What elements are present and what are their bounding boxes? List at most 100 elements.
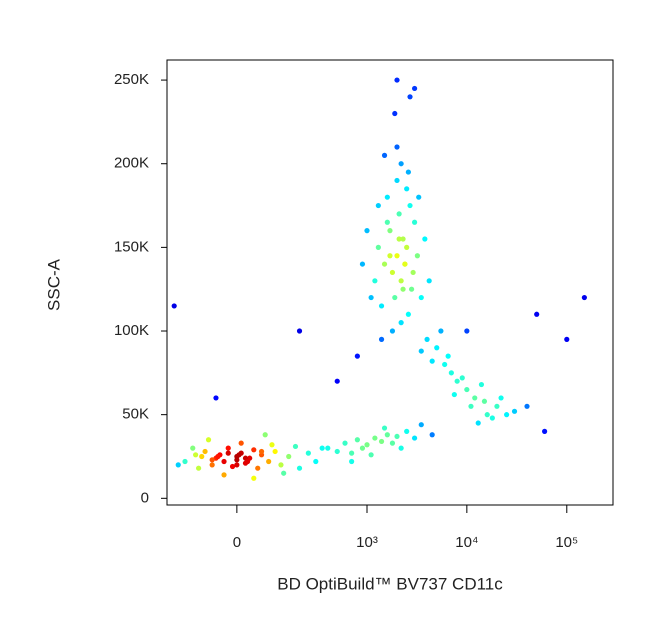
event-dot bbox=[266, 458, 272, 465]
event-dot bbox=[381, 261, 388, 267]
event-dot bbox=[378, 438, 385, 445]
event-dot bbox=[394, 433, 400, 440]
event-dot bbox=[251, 447, 257, 453]
event-dot bbox=[225, 450, 231, 456]
event-dot bbox=[262, 432, 268, 438]
event-dot bbox=[296, 465, 303, 471]
event-dot bbox=[475, 420, 481, 426]
event-dot bbox=[394, 253, 400, 259]
event-dot bbox=[498, 395, 504, 401]
event-dot bbox=[359, 261, 366, 267]
event-dot bbox=[375, 202, 381, 209]
event-dot bbox=[354, 437, 360, 443]
event-dot bbox=[171, 303, 177, 309]
event-dot bbox=[196, 465, 202, 471]
event-dot bbox=[372, 278, 378, 284]
event-dot bbox=[251, 475, 257, 481]
event-dot bbox=[464, 328, 470, 334]
event-dot bbox=[389, 328, 396, 334]
event-dot bbox=[292, 443, 299, 450]
event-dot bbox=[368, 452, 374, 458]
y-tick-label: 100K bbox=[114, 322, 149, 339]
event-dot bbox=[364, 442, 370, 448]
event-dot bbox=[368, 294, 374, 301]
event-dot bbox=[215, 453, 221, 460]
event-dot bbox=[478, 381, 485, 388]
event-dot bbox=[438, 328, 444, 334]
x-tick-label: 10⁴ bbox=[455, 534, 478, 551]
event-dot bbox=[372, 435, 378, 441]
event-dot bbox=[334, 448, 340, 455]
event-dot bbox=[364, 228, 370, 234]
event-dot bbox=[378, 303, 385, 309]
event-dot bbox=[319, 445, 325, 451]
event-dot bbox=[484, 412, 490, 418]
event-dot bbox=[272, 448, 278, 455]
event-dot bbox=[429, 358, 435, 364]
event-dot bbox=[414, 253, 420, 259]
event-dot bbox=[404, 244, 410, 250]
event-dot bbox=[411, 435, 418, 441]
event-dot bbox=[190, 445, 196, 451]
event-dot bbox=[221, 472, 227, 478]
event-dot bbox=[422, 236, 428, 242]
event-dot bbox=[504, 412, 510, 418]
event-dot bbox=[209, 457, 215, 463]
event-dot bbox=[481, 398, 488, 404]
event-dot bbox=[448, 370, 454, 376]
event-dot bbox=[494, 403, 500, 409]
event-dot bbox=[424, 336, 430, 342]
event-dot bbox=[381, 425, 388, 431]
y-tick-label: 200K bbox=[114, 155, 149, 172]
event-dot bbox=[434, 345, 440, 351]
event-dot bbox=[405, 311, 411, 317]
event-dot bbox=[193, 452, 199, 458]
event-dot bbox=[400, 236, 406, 242]
event-dot bbox=[394, 144, 400, 150]
x-axis-title: BD OptiBuild™ BV737 CD11c bbox=[277, 574, 503, 593]
event-dot bbox=[349, 450, 355, 456]
event-dot bbox=[334, 378, 340, 384]
event-dot bbox=[238, 440, 244, 446]
event-dot bbox=[451, 391, 457, 398]
event-dot bbox=[305, 450, 311, 456]
event-dot bbox=[236, 452, 242, 458]
event-dot bbox=[396, 211, 402, 217]
event-dot bbox=[445, 353, 451, 359]
event-dot bbox=[213, 395, 219, 401]
event-dot bbox=[258, 448, 265, 455]
y-tick-label: 150K bbox=[114, 238, 149, 255]
event-dot bbox=[202, 448, 208, 455]
event-dot bbox=[384, 432, 390, 438]
event-dot bbox=[349, 458, 355, 465]
x-tick-label: 0 bbox=[233, 534, 241, 551]
event-dot bbox=[313, 458, 319, 465]
event-dot bbox=[402, 261, 408, 267]
event-dot bbox=[229, 463, 236, 470]
event-dot bbox=[398, 161, 404, 167]
event-dot bbox=[234, 457, 240, 463]
event-dot bbox=[405, 169, 411, 175]
event-dot bbox=[472, 395, 478, 401]
event-dot bbox=[418, 348, 424, 354]
event-dot bbox=[269, 442, 275, 448]
event-dot bbox=[564, 336, 570, 342]
event-dot bbox=[209, 462, 215, 468]
event-dot bbox=[278, 462, 284, 468]
event-dot bbox=[468, 403, 474, 409]
plot-frame bbox=[166, 59, 614, 506]
y-tick-label: 0 bbox=[141, 489, 149, 506]
event-dot bbox=[411, 219, 418, 225]
y-tick-label: 250K bbox=[114, 71, 149, 88]
event-dot bbox=[225, 445, 231, 451]
event-dot bbox=[281, 470, 287, 476]
event-dot bbox=[394, 177, 400, 184]
event-dot bbox=[245, 458, 251, 465]
event-dot bbox=[378, 336, 385, 342]
event-dot bbox=[221, 458, 227, 465]
event-dot bbox=[429, 432, 435, 438]
event-dot bbox=[396, 236, 402, 242]
event-dot bbox=[384, 219, 390, 225]
